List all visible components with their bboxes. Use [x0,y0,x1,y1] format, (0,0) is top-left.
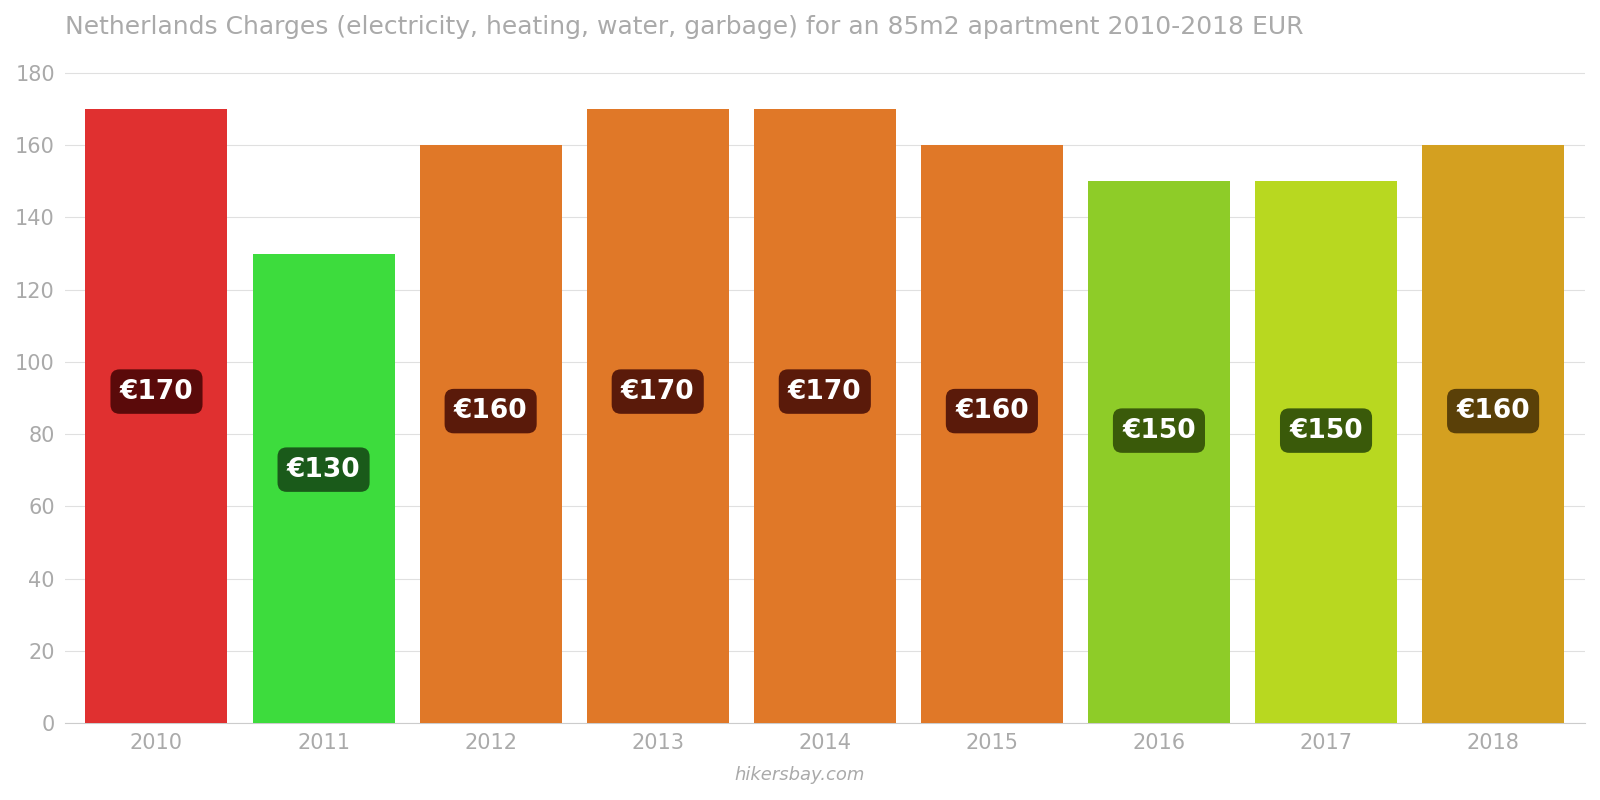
Bar [754,109,896,723]
Text: €160: €160 [454,398,528,424]
Text: €160: €160 [1456,398,1530,424]
Text: €160: €160 [955,398,1029,424]
Bar [587,109,728,723]
Text: Netherlands Charges (electricity, heating, water, garbage) for an 85m2 apartment: Netherlands Charges (electricity, heatin… [64,15,1302,39]
Bar [1254,182,1397,723]
Text: hikersbay.com: hikersbay.com [734,766,866,784]
Bar [419,145,562,723]
Bar [1422,145,1565,723]
Text: €170: €170 [120,378,194,405]
Bar [253,254,395,723]
Text: €130: €130 [286,457,360,482]
Bar [85,109,227,723]
Bar [1088,182,1230,723]
Text: €170: €170 [787,378,862,405]
Bar [922,145,1062,723]
Text: €150: €150 [1122,418,1195,444]
Text: €150: €150 [1290,418,1363,444]
Text: €170: €170 [621,378,694,405]
